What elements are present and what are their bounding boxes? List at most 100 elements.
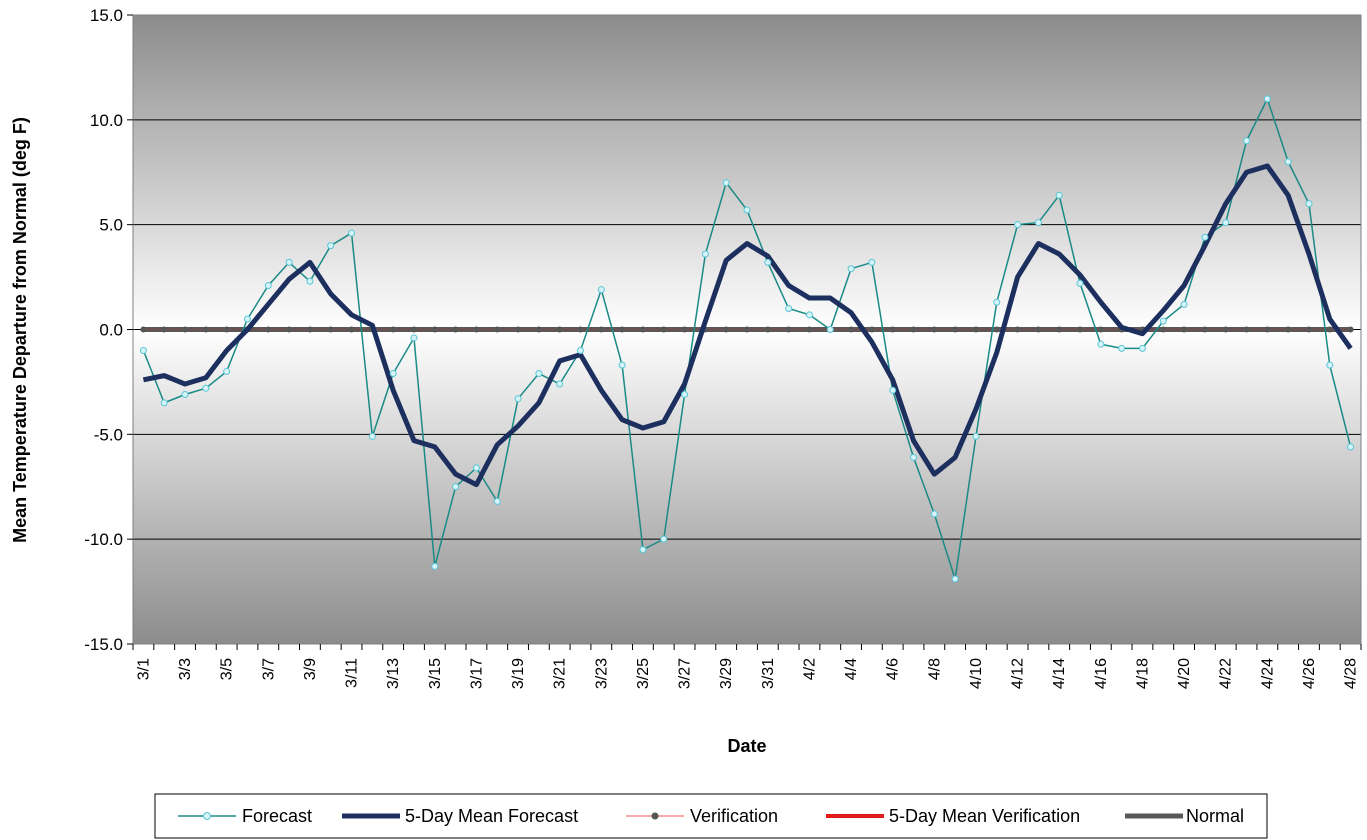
forecast-point bbox=[1118, 344, 1126, 352]
x-tick-label: 3/5 bbox=[219, 658, 236, 680]
forecast-point bbox=[264, 281, 272, 289]
forecast-point bbox=[285, 258, 293, 266]
forecast-point bbox=[889, 386, 897, 394]
legend-marker-forecast bbox=[203, 812, 211, 820]
forecast-point bbox=[597, 286, 605, 294]
forecast-point bbox=[1097, 340, 1105, 348]
x-tick-label: 3/19 bbox=[510, 658, 527, 689]
x-tick-label: 3/31 bbox=[760, 658, 777, 689]
forecast-point bbox=[1138, 344, 1146, 352]
forecast-point bbox=[951, 575, 959, 583]
y-tick-label: 10.0 bbox=[90, 111, 123, 130]
x-tick-label: 3/29 bbox=[718, 658, 735, 689]
forecast-point bbox=[1222, 219, 1230, 227]
legend-label: Verification bbox=[690, 806, 778, 826]
forecast-point bbox=[722, 179, 730, 187]
x-tick-label: 3/1 bbox=[135, 658, 152, 680]
legend: Forecast 5-Day Mean Forecast Verification 5… bbox=[154, 793, 1268, 839]
forecast-point bbox=[993, 298, 1001, 306]
forecast-point bbox=[930, 510, 938, 518]
forecast-point bbox=[452, 483, 460, 491]
forecast-point bbox=[1347, 443, 1355, 451]
x-tick-label: 3/17 bbox=[468, 658, 485, 689]
forecast-point bbox=[1263, 95, 1271, 103]
forecast-point bbox=[847, 265, 855, 273]
forecast-point bbox=[431, 562, 439, 570]
forecast-point bbox=[389, 370, 397, 378]
forecast-point bbox=[493, 497, 501, 505]
x-axis-ticks: 3/1 3/3 3/5 3/7 3/9 3/11 3/13 3/15 3/17 3/19 3/21 3… bbox=[132, 644, 1362, 689]
forecast-point bbox=[681, 390, 689, 398]
forecast-point bbox=[743, 206, 751, 214]
forecast-point bbox=[639, 546, 647, 554]
forecast-point bbox=[1180, 300, 1188, 308]
x-tick-label: 4/6 bbox=[885, 658, 902, 680]
y-tick-label: -10.0 bbox=[84, 530, 123, 549]
x-tick-label: 4/26 bbox=[1301, 658, 1318, 689]
y-tick-label: -5.0 bbox=[94, 425, 123, 444]
x-tick-label: 3/11 bbox=[344, 658, 361, 688]
forecast-point bbox=[181, 390, 189, 398]
forecast-point bbox=[764, 258, 772, 266]
forecast-point bbox=[1014, 221, 1022, 229]
forecast-point bbox=[826, 326, 834, 333]
forecast-point bbox=[1034, 219, 1042, 227]
legend-label: Normal bbox=[1186, 806, 1244, 826]
forecast-point bbox=[868, 258, 876, 266]
forecast-point bbox=[1159, 317, 1167, 325]
forecast-point bbox=[618, 361, 626, 369]
forecast-point bbox=[160, 399, 168, 407]
forecast-point bbox=[368, 432, 376, 440]
series-line-5-day-mean-forecast bbox=[142, 163, 1353, 488]
x-axis-title: Date bbox=[727, 736, 766, 756]
legend-marker-verification bbox=[651, 812, 659, 820]
x-tick-label: 3/27 bbox=[677, 658, 694, 689]
forecast-point bbox=[327, 242, 335, 250]
x-tick-label: 4/10 bbox=[968, 658, 985, 689]
y-tick-label: 5.0 bbox=[99, 216, 123, 235]
x-tick-label: 4/4 bbox=[843, 658, 860, 680]
x-tick-label: 4/2 bbox=[801, 658, 818, 680]
forecast-point bbox=[1243, 137, 1251, 145]
forecast-point bbox=[805, 311, 813, 319]
forecast-point bbox=[472, 464, 480, 472]
forecast-point bbox=[556, 380, 564, 388]
x-tick-label: 4/22 bbox=[1218, 658, 1235, 689]
legend-items: Forecast 5-Day Mean Forecast Verification 5… bbox=[178, 806, 1244, 826]
x-tick-label: 4/20 bbox=[1176, 658, 1193, 689]
legend-box bbox=[154, 793, 1268, 839]
forecast-point bbox=[972, 432, 980, 440]
y-tick-label: 0.0 bbox=[99, 321, 123, 340]
forecast-point bbox=[243, 315, 251, 323]
forecast-point bbox=[1201, 233, 1209, 241]
forecast-point bbox=[1076, 279, 1084, 287]
x-tick-label: 3/25 bbox=[635, 658, 652, 689]
forecast-point bbox=[660, 535, 668, 543]
forecast-point bbox=[139, 346, 147, 354]
forecast-point bbox=[348, 229, 356, 237]
forecast-point bbox=[202, 384, 210, 392]
forecast-point bbox=[306, 277, 314, 285]
legend-label: 5-Day Mean Forecast bbox=[405, 806, 578, 826]
x-tick-label: 4/16 bbox=[1093, 658, 1110, 689]
forecast-point bbox=[223, 367, 231, 375]
x-tick-label: 3/7 bbox=[260, 658, 277, 680]
legend-label: Forecast bbox=[242, 806, 312, 826]
forecast-point bbox=[535, 370, 543, 378]
x-tick-label: 3/9 bbox=[302, 658, 319, 680]
x-tick-label: 4/8 bbox=[926, 658, 943, 680]
forecast-point bbox=[576, 346, 584, 354]
x-tick-label: 4/14 bbox=[1051, 658, 1068, 689]
x-tick-label: 4/24 bbox=[1259, 658, 1276, 689]
forecast-point bbox=[410, 334, 418, 342]
forecast-point bbox=[514, 395, 522, 403]
y-axis-ticks: -15.0 -10.0 -5.0 0.0 5.0 10.0 15.0 bbox=[84, 6, 133, 654]
forecast-point bbox=[1326, 361, 1334, 369]
legend-label: 5-Day Mean Verification bbox=[889, 806, 1080, 826]
forecast-point bbox=[1055, 191, 1063, 199]
forecast-point bbox=[1305, 200, 1313, 208]
x-tick-label: 4/18 bbox=[1134, 658, 1151, 689]
x-tick-label: 4/28 bbox=[1343, 658, 1360, 689]
y-tick-label: 15.0 bbox=[90, 6, 123, 25]
